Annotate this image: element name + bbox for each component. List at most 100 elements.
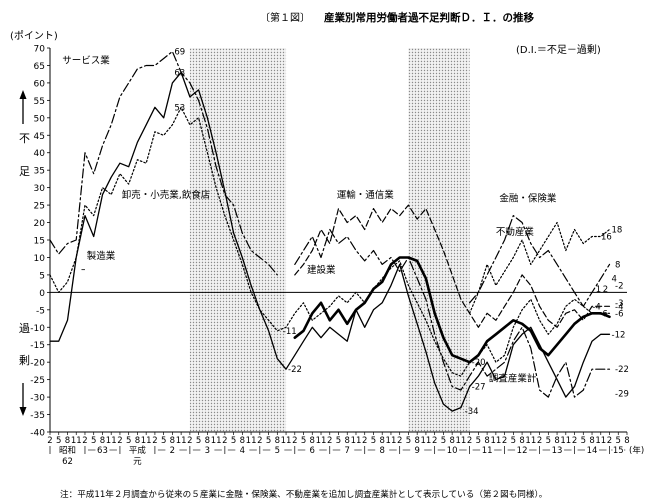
x-month-label: 8	[135, 436, 140, 446]
y-tick-label: -25	[30, 376, 45, 386]
shaded-period-0	[189, 48, 287, 432]
series-lines	[49, 50, 611, 412]
series-line-2	[49, 106, 611, 377]
value-annotation: -12	[612, 330, 626, 340]
x-month-label: 2	[257, 436, 262, 446]
y-tick-label: -15	[30, 341, 45, 351]
value-annotation: -4	[592, 302, 600, 312]
y-tick-label: 20	[34, 219, 46, 229]
x-month-label: 8	[275, 436, 280, 446]
x-month-label: 5	[441, 436, 446, 446]
y-tick-label: 70	[34, 45, 46, 55]
x-month-label: 11	[316, 436, 327, 446]
x-year-label: 10	[447, 446, 458, 456]
shaded-periods	[189, 48, 470, 432]
value-annotation: -11	[283, 327, 297, 337]
x-month-label: 2	[187, 436, 192, 446]
y-unit-label: (ポイント)	[10, 30, 58, 42]
x-year-label: 12	[517, 446, 528, 456]
x-month-label: 5	[161, 436, 166, 446]
x-month-label: 11	[421, 436, 432, 446]
value-annotation: -34	[465, 407, 479, 417]
value-annotation: -6	[615, 309, 623, 319]
x-year-label: 7	[345, 446, 350, 456]
x-month-label: 5	[56, 436, 61, 446]
value-annotation: 2	[603, 285, 608, 295]
y-axis-title-bottom: 過 剰	[19, 322, 30, 416]
x-month-label: 11	[246, 436, 257, 446]
x-month-label: 8	[205, 436, 210, 446]
x-month-label: 11	[490, 436, 501, 446]
x-month-label: 2	[467, 436, 472, 446]
y-tick-label: 60	[34, 79, 46, 89]
x-month-label: 2	[397, 436, 402, 446]
x-month-label: 11	[595, 436, 606, 446]
series-line-7	[293, 256, 611, 364]
value-annotation: -3	[615, 299, 623, 309]
y-tick-label: -40	[30, 429, 45, 439]
y-tick-label: -35	[30, 411, 45, 421]
value-annotation: 4	[612, 274, 617, 284]
x-year-label: 15	[613, 446, 624, 456]
y-tick-label: 35	[34, 167, 45, 177]
x-year-label: 62	[62, 457, 73, 467]
x-month-label: 8	[484, 436, 489, 446]
chart-title-prefix: 〔第１図〕	[260, 11, 310, 24]
y-tick-label: 40	[34, 149, 46, 159]
x-month-label: 8	[589, 436, 594, 446]
x-month-label: 11	[351, 436, 362, 446]
x-month-label: 8	[414, 436, 419, 446]
x-month-label: 2	[117, 436, 122, 446]
y-tick-label: 55	[34, 97, 45, 107]
x-year-label: 3	[205, 446, 210, 456]
x-month-label: 8	[170, 436, 175, 446]
x-year-label: 8	[380, 446, 385, 456]
x-month-label: 8	[345, 436, 350, 446]
series-line-1	[49, 71, 611, 412]
x-month-label: 5	[231, 436, 236, 446]
x-month-label: 11	[281, 436, 292, 446]
series-line-3	[294, 204, 611, 328]
value-annotation: -27	[472, 383, 486, 393]
chart-title: 産業別常用労働者過不足判断Ｄ．Ｉ．の推移	[324, 11, 534, 24]
series-label: 建設業	[307, 264, 336, 276]
x-month-label: 2	[537, 436, 542, 446]
x-month-label: 11	[176, 436, 187, 446]
x-year-label: 9	[414, 446, 419, 456]
y-label-top-2: 足	[19, 165, 30, 178]
value-annotation: 69	[174, 47, 185, 57]
value-annotation: 8	[615, 260, 620, 270]
x-month-label: 2	[362, 436, 367, 446]
series-label: 卸売・小売業,飲食店	[122, 189, 211, 201]
series-label: 調査産業計	[489, 372, 537, 384]
x-month-label: 8	[240, 436, 245, 446]
y-tick-label: 0	[39, 289, 45, 299]
arrow-down-head	[19, 407, 27, 416]
x-year-label: 11	[482, 446, 493, 456]
value-annotation: -29	[615, 390, 629, 400]
x-month-label: 11	[141, 436, 152, 446]
x-year-label: 4	[240, 446, 245, 456]
x-month-label: 8	[624, 436, 629, 446]
y-tick-label: 65	[34, 62, 45, 72]
arrow-up-head	[19, 90, 27, 99]
series-label: 金融・保険業	[499, 193, 557, 205]
value-annotation: 53	[174, 103, 185, 113]
x-month-label: 2	[292, 436, 297, 446]
x-month-label: 2	[607, 436, 612, 446]
x-month-label: 2	[47, 436, 52, 446]
x-month-label: 5	[511, 436, 516, 446]
x-month-label: 5	[581, 436, 586, 446]
y-label-bottom-2: 剰	[19, 354, 30, 367]
x-month-label: 5	[126, 436, 131, 446]
x-year-label: 平成	[129, 445, 147, 456]
y-tick-label: 25	[34, 202, 45, 212]
y-tick-label: 15	[34, 237, 45, 247]
x-month-label: 11	[211, 436, 222, 446]
value-annotation: 18	[612, 226, 623, 236]
x-month-label: 5	[266, 436, 271, 446]
series-label: 運輸・通信業	[337, 189, 395, 201]
x-month-label: 11	[386, 436, 397, 446]
x-month-label: 11	[525, 436, 536, 446]
x-month-label: 5	[616, 436, 621, 446]
